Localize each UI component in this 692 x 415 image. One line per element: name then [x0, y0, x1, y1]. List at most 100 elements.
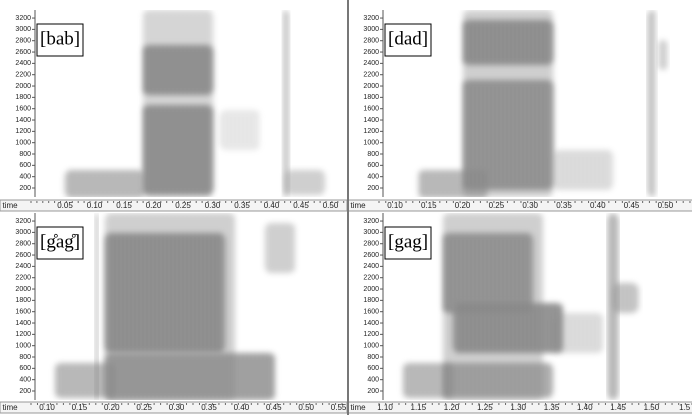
- y-tick-label: 200: [19, 388, 31, 395]
- x-tick-label: 0.45: [293, 201, 309, 210]
- y-tick-label: 1000: [363, 140, 379, 147]
- time-axis-label: time: [2, 201, 18, 210]
- y-tick-label: 1600: [15, 106, 31, 113]
- x-tick-label: 0.35: [234, 201, 250, 210]
- x-tick-label: 0.30: [169, 403, 185, 412]
- y-tick-label: 400: [367, 174, 379, 181]
- y-tick-label: 2000: [15, 83, 31, 90]
- y-tick-label: 1400: [363, 320, 379, 327]
- time-axis-label: time: [2, 403, 18, 412]
- spectrogram-image: [403, 213, 638, 400]
- energy-region: [443, 233, 533, 313]
- panel-label: [bab]: [40, 28, 80, 49]
- x-tick-label: 1.35: [544, 403, 560, 412]
- energy-region: [143, 105, 213, 195]
- y-tick-label: 2600: [363, 252, 379, 259]
- y-tick-label: 2600: [363, 49, 379, 56]
- x-tick-label: 1.10: [377, 403, 393, 412]
- y-tick-label: 1800: [15, 94, 31, 101]
- x-tick-label: 0.10: [387, 201, 403, 210]
- x-tick-label: 0.50: [298, 403, 314, 412]
- y-tick-label: 2400: [15, 60, 31, 67]
- y-tick-label: 2000: [15, 286, 31, 293]
- x-tick-label: 0.20: [455, 201, 471, 210]
- y-tick-label: 600: [19, 162, 31, 169]
- y-tick-label: 2400: [363, 263, 379, 270]
- energy-region: [55, 363, 115, 398]
- x-tick-label: 1.40: [577, 403, 593, 412]
- y-tick-label: 2800: [363, 241, 379, 248]
- y-tick-label: 200: [367, 388, 379, 395]
- energy-region: [463, 20, 553, 65]
- label-box: [384, 23, 432, 57]
- y-tick-label: 2600: [15, 252, 31, 259]
- x-tick-label: 0.30: [522, 201, 538, 210]
- x-tick-label: 0.40: [590, 201, 606, 210]
- y-tick-label: 1600: [363, 106, 379, 113]
- y-tick-label: 600: [367, 162, 379, 169]
- time-axis-label: time: [350, 201, 366, 210]
- x-tick-label: 0.15: [421, 201, 437, 210]
- energy-region: [648, 10, 656, 197]
- x-tick-label: 0.50: [323, 201, 339, 210]
- y-tick-label: 200: [19, 185, 31, 192]
- y-tick-label: 2400: [15, 263, 31, 270]
- y-tick-label: 2800: [363, 38, 379, 45]
- y-tick-label: 1000: [363, 343, 379, 350]
- y-tick-label: 3000: [363, 229, 379, 236]
- x-tick-label: 0.25: [489, 201, 505, 210]
- energy-region: [285, 170, 325, 195]
- energy-region: [403, 363, 453, 398]
- y-tick-label: 2800: [15, 38, 31, 45]
- x-tick-label: 0.30: [205, 201, 221, 210]
- energy-region: [553, 313, 603, 353]
- y-tick-label: 200: [367, 185, 379, 192]
- y-tick-label: 3000: [363, 26, 379, 33]
- x-tick-label: 0.45: [624, 201, 640, 210]
- y-tick-label: 1200: [15, 128, 31, 135]
- x-tick-label: 0.15: [72, 403, 88, 412]
- y-tick-label: 2600: [15, 49, 31, 56]
- y-tick-label: 2200: [15, 275, 31, 282]
- energy-region: [283, 10, 289, 197]
- x-tick-label: 0.20: [146, 201, 162, 210]
- y-tick-label: 800: [367, 151, 379, 158]
- energy-region: [65, 170, 145, 197]
- spectrogram-panel: 200 400 600 800 1000 1200 1400 1600 1800 2000 2200…: [0, 213, 348, 414]
- y-tick-label: 800: [19, 354, 31, 361]
- y-tick-label: 1800: [363, 94, 379, 101]
- y-tick-label: 1200: [15, 331, 31, 338]
- panel-label: [gag]: [388, 231, 428, 252]
- y-tick-label: 400: [367, 377, 379, 384]
- y-tick-label: 3200: [363, 15, 379, 22]
- energy-region: [553, 150, 613, 190]
- panel-label: [g̊ag̊]: [40, 231, 80, 252]
- x-tick-label: 0.20: [104, 403, 120, 412]
- y-tick-label: 1200: [363, 128, 379, 135]
- y-tick-label: 3200: [15, 218, 31, 225]
- x-tick-label: 1.45: [610, 403, 626, 412]
- x-tick-label: 0.35: [201, 403, 217, 412]
- label-box: [36, 226, 84, 260]
- label-box: [36, 23, 84, 57]
- spectrogram-image: [418, 10, 668, 197]
- x-tick-label: 0.40: [234, 403, 250, 412]
- time-axis-label: time: [350, 403, 366, 412]
- energy-region: [463, 80, 553, 190]
- x-tick-label: 1.25: [477, 403, 493, 412]
- y-tick-label: 2200: [363, 72, 379, 79]
- y-tick-label: 3000: [15, 26, 31, 33]
- x-tick-label: 0.40: [264, 201, 280, 210]
- y-tick-label: 1800: [15, 297, 31, 304]
- x-tick-label: 1.15: [411, 403, 427, 412]
- y-tick-label: 400: [19, 377, 31, 384]
- spectrogram-panel: 200 400 600 800 1000 1200 1400 1600 1800 2000 2200…: [347, 213, 692, 414]
- y-tick-label: 1400: [363, 117, 379, 124]
- y-tick-label: 1400: [15, 320, 31, 327]
- y-tick-label: 1600: [363, 309, 379, 316]
- energy-region: [220, 110, 260, 150]
- y-tick-label: 1200: [363, 331, 379, 338]
- spectrogram-image: [65, 10, 325, 197]
- energy-region: [143, 45, 213, 95]
